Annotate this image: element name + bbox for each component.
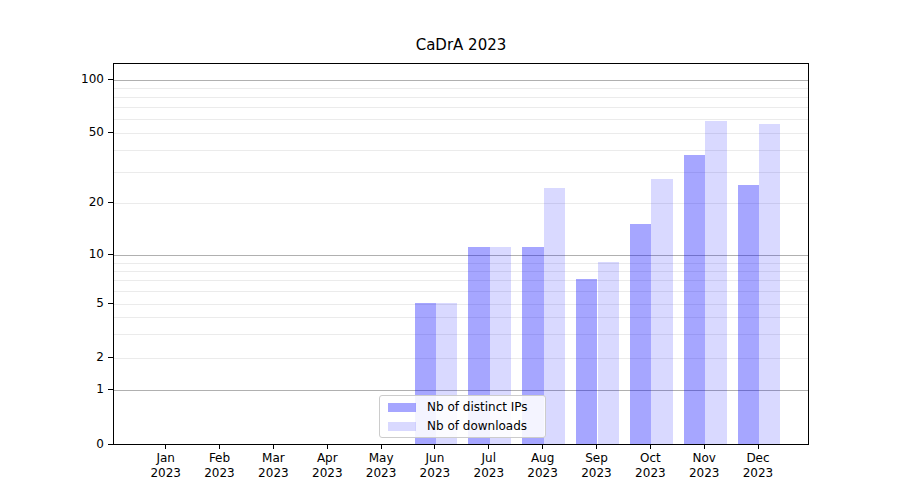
x-tick-mark xyxy=(488,445,489,449)
month-label: Aug xyxy=(513,451,573,466)
month-label: Jul xyxy=(459,451,519,466)
year-label: 2023 xyxy=(243,466,303,481)
bar-downloads-nov xyxy=(705,121,726,444)
y-tick-mark xyxy=(108,132,113,133)
year-label: 2023 xyxy=(674,466,734,481)
bar-distinct-ips-oct xyxy=(630,224,651,444)
x-tick-mark xyxy=(327,445,328,449)
x-tick-label-dec: Dec2023 xyxy=(728,451,788,481)
month-label: Feb xyxy=(190,451,250,466)
gridline-90 xyxy=(114,88,808,89)
legend-entry-distinct-ips: Nb of distinct IPs xyxy=(388,400,537,414)
y-tick-label-1: 1 xyxy=(96,382,104,397)
legend-entry-downloads: Nb of downloads xyxy=(388,419,537,433)
y-tick-label-10: 10 xyxy=(89,247,104,262)
month-label: Jun xyxy=(405,451,465,466)
x-tick-label-apr: Apr2023 xyxy=(297,451,357,481)
x-tick-label-jun: Jun2023 xyxy=(405,451,465,481)
year-label: 2023 xyxy=(351,466,411,481)
x-tick-label-jan: Jan2023 xyxy=(136,451,196,481)
y-tick-mark xyxy=(108,303,113,304)
year-label: 2023 xyxy=(728,466,788,481)
gridline-50 xyxy=(114,133,808,134)
legend-swatch-distinct-ips xyxy=(388,403,416,412)
x-tick-label-mar: Mar2023 xyxy=(243,451,303,481)
x-tick-label-nov: Nov2023 xyxy=(674,451,734,481)
y-tick-label-50: 50 xyxy=(89,125,104,140)
y-tick-label-2: 2 xyxy=(96,350,104,365)
y-tick-label-0: 0 xyxy=(96,437,104,452)
year-label: 2023 xyxy=(405,466,465,481)
x-tick-label-aug: Aug2023 xyxy=(513,451,573,481)
x-tick-mark xyxy=(650,445,651,449)
month-label: Apr xyxy=(297,451,357,466)
y-tick-label-100: 100 xyxy=(81,72,104,87)
bar-distinct-ips-nov xyxy=(684,155,705,444)
year-label: 2023 xyxy=(513,466,573,481)
chart-title: CaDrA 2023 xyxy=(113,36,809,54)
legend-label-distinct-ips: Nb of distinct IPs xyxy=(427,400,528,414)
plot-area: Nb of distinct IPs Nb of downloads xyxy=(113,63,809,445)
x-tick-label-feb: Feb2023 xyxy=(190,451,250,481)
year-label: 2023 xyxy=(297,466,357,481)
x-tick-mark xyxy=(596,445,597,449)
gridline-60 xyxy=(114,119,808,120)
gridline-40 xyxy=(114,150,808,151)
bar-downloads-dec xyxy=(759,124,780,445)
x-tick-mark xyxy=(381,445,382,449)
x-tick-mark xyxy=(704,445,705,449)
x-tick-label-sep: Sep2023 xyxy=(567,451,627,481)
year-label: 2023 xyxy=(459,466,519,481)
bar-distinct-ips-dec xyxy=(738,185,759,444)
year-label: 2023 xyxy=(620,466,680,481)
x-tick-mark xyxy=(542,445,543,449)
year-label: 2023 xyxy=(190,466,250,481)
x-tick-mark xyxy=(434,445,435,449)
month-label: Mar xyxy=(243,451,303,466)
y-tick-mark xyxy=(108,79,113,80)
gridline-80 xyxy=(114,97,808,98)
x-tick-label-oct: Oct2023 xyxy=(620,451,680,481)
month-label: Sep xyxy=(567,451,627,466)
x-tick-mark xyxy=(273,445,274,449)
year-label: 2023 xyxy=(136,466,196,481)
x-tick-label-jul: Jul2023 xyxy=(459,451,519,481)
y-tick-mark xyxy=(108,444,113,445)
gridline-70 xyxy=(114,107,808,108)
y-axis: 0125102050100 xyxy=(0,63,104,445)
legend-label-downloads: Nb of downloads xyxy=(427,419,527,433)
y-tick-mark xyxy=(108,254,113,255)
x-tick-mark xyxy=(758,445,759,449)
y-tick-label-20: 20 xyxy=(89,195,104,210)
bar-downloads-sep xyxy=(598,262,619,444)
x-tick-mark xyxy=(219,445,220,449)
bar-downloads-aug xyxy=(544,188,565,444)
legend-swatch-downloads xyxy=(388,422,416,431)
y-tick-mark xyxy=(108,357,113,358)
figure: CaDrA 2023 0 1 2 5 10 20 50 100 Nb of distinct … xyxy=(0,0,900,500)
x-tick-label-may: May2023 xyxy=(351,451,411,481)
month-label: May xyxy=(351,451,411,466)
month-label: Jan xyxy=(136,451,196,466)
x-tick-mark xyxy=(165,445,166,449)
year-label: 2023 xyxy=(567,466,627,481)
legend: Nb of distinct IPs Nb of downloads xyxy=(379,395,546,438)
gridline-100 xyxy=(114,80,808,81)
month-label: Nov xyxy=(674,451,734,466)
bar-downloads-oct xyxy=(651,179,672,444)
y-tick-mark xyxy=(108,202,113,203)
bar-distinct-ips-sep xyxy=(576,279,597,444)
month-label: Dec xyxy=(728,451,788,466)
month-label: Oct xyxy=(620,451,680,466)
y-tick-mark xyxy=(108,389,113,390)
y-tick-label-5: 5 xyxy=(96,296,104,311)
